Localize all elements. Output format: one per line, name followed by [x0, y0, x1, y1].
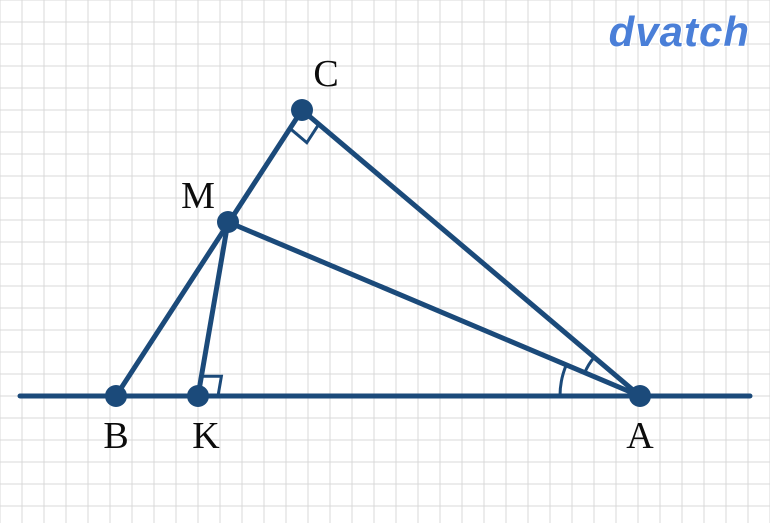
vertex-M — [217, 211, 239, 233]
vertex-C — [291, 99, 313, 121]
vertex-label-A: A — [626, 414, 653, 458]
watermark: dvatch — [609, 8, 750, 56]
vertex-B — [105, 385, 127, 407]
vertex-K — [187, 385, 209, 407]
vertex-A — [629, 385, 651, 407]
vertex-label-M: M — [181, 174, 215, 218]
vertex-label-B: B — [103, 414, 128, 458]
vertex-label-K: K — [192, 414, 219, 458]
vertex-label-C: C — [313, 52, 338, 96]
diagram-canvas: dvatch A B K M C — [0, 0, 770, 523]
